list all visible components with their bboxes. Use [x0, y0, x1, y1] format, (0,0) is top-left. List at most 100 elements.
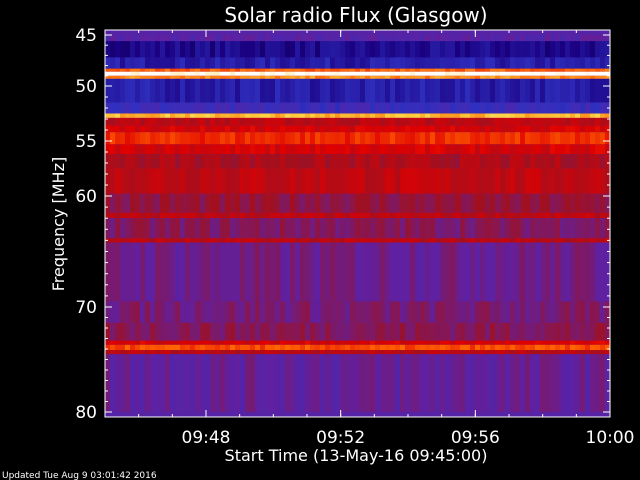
heatmap-cell: [180, 344, 186, 351]
heatmap-cell: [115, 322, 121, 341]
heatmap-cell: [325, 168, 331, 194]
heatmap-cell: [320, 125, 326, 133]
heatmap-cell: [245, 125, 251, 133]
heatmap-cell: [130, 35, 136, 42]
heatmap-cell: [400, 193, 406, 213]
heatmap-cell: [390, 350, 396, 355]
heatmap-cell: [185, 350, 191, 355]
heatmap-cell: [325, 354, 331, 412]
heatmap-cell: [440, 102, 446, 114]
heatmap-cell: [580, 238, 586, 243]
heatmap-cell: [155, 242, 161, 302]
heatmap-cell: [385, 117, 391, 126]
heatmap-cell: [425, 218, 431, 239]
heatmap-cell: [465, 350, 471, 355]
heatmap-cell: [325, 35, 331, 42]
heatmap-cell: [560, 144, 566, 155]
heatmap-cell: [565, 117, 571, 126]
heatmap-cell: [290, 125, 296, 133]
heatmap-cell: [235, 144, 241, 155]
heatmap-cell: [175, 71, 181, 76]
heatmap-cell: [560, 154, 566, 169]
heatmap-cell: [330, 102, 336, 114]
heatmap-cell: [465, 125, 471, 133]
heatmap-cell: [240, 301, 246, 323]
heatmap-cell: [275, 35, 281, 42]
heatmap-cell: [150, 218, 156, 239]
heatmap-cell: [345, 113, 351, 118]
heatmap-cell: [540, 35, 546, 42]
heatmap-cell: [470, 340, 476, 345]
heatmap-cell: [460, 117, 466, 126]
heatmap-cell: [425, 350, 431, 355]
heatmap-cell: [455, 117, 461, 126]
heatmap-cell: [415, 218, 421, 239]
heatmap-cell: [435, 322, 441, 341]
heatmap-cell: [495, 168, 501, 194]
heatmap-cell: [450, 35, 456, 42]
heatmap-cell: [460, 340, 466, 345]
heatmap-cell: [140, 78, 146, 103]
heatmap-cell: [570, 75, 576, 79]
heatmap-cell: [350, 71, 356, 76]
heatmap-cell: [185, 75, 191, 79]
heatmap-cell: [470, 113, 476, 118]
heatmap-cell: [130, 344, 136, 351]
heatmap-cell: [445, 41, 451, 58]
heatmap-cell: [355, 212, 361, 219]
heatmap-cell: [325, 125, 331, 133]
heatmap-cell: [460, 75, 466, 79]
heatmap-cell: [455, 78, 461, 103]
heatmap-cell: [185, 57, 191, 69]
heatmap-cell: [270, 75, 276, 79]
heatmap-cell: [200, 212, 206, 219]
heatmap-cell: [600, 35, 606, 42]
heatmap-cell: [355, 125, 361, 133]
heatmap-cell: [280, 57, 286, 69]
heatmap-cell: [160, 71, 166, 76]
plot-frame: [104, 29, 611, 418]
heatmap-cell: [470, 350, 476, 355]
heatmap-cell: [580, 68, 586, 72]
heatmap-cell: [555, 322, 561, 341]
heatmap-cell: [315, 242, 321, 302]
heatmap-cell: [255, 154, 261, 169]
heatmap-cell: [485, 102, 491, 114]
heatmap-cell: [425, 71, 431, 76]
heatmap-cell: [405, 242, 411, 302]
heatmap-cell: [450, 238, 456, 243]
heatmap-cell: [320, 301, 326, 323]
x-axis-label: Start Time (13-May-16 09:45:00): [225, 446, 488, 465]
heatmap-cell: [485, 144, 491, 155]
heatmap-cell: [185, 212, 191, 219]
heatmap-cell: [565, 242, 571, 302]
heatmap-cell: [200, 57, 206, 69]
heatmap-cell: [555, 41, 561, 58]
heatmap-cell: [375, 322, 381, 341]
heatmap-cell: [425, 57, 431, 69]
heatmap-cell: [575, 154, 581, 169]
heatmap-cell: [415, 212, 421, 219]
heatmap-cell: [570, 193, 576, 213]
heatmap-cell: [460, 168, 466, 194]
heatmap-cell: [270, 117, 276, 126]
heatmap-cell: [505, 242, 511, 302]
heatmap-cell: [435, 354, 441, 412]
heatmap-cell: [425, 322, 431, 341]
heatmap-cell: [600, 322, 606, 341]
heatmap-cell: [370, 75, 376, 79]
heatmap-cell: [290, 212, 296, 219]
heatmap-cell: [525, 35, 531, 42]
heatmap-cell: [560, 242, 566, 302]
heatmap-cell: [475, 354, 481, 412]
heatmap-cell: [475, 125, 481, 133]
heatmap-cell: [405, 75, 411, 79]
heatmap-cell: [245, 350, 251, 355]
heatmap-cell: [510, 340, 516, 345]
heatmap-cell: [205, 354, 211, 412]
heatmap-cell: [540, 242, 546, 302]
heatmap-cell: [515, 354, 521, 412]
heatmap-cell: [590, 68, 596, 72]
heatmap-cell: [360, 117, 366, 126]
heatmap-cell: [470, 57, 476, 69]
